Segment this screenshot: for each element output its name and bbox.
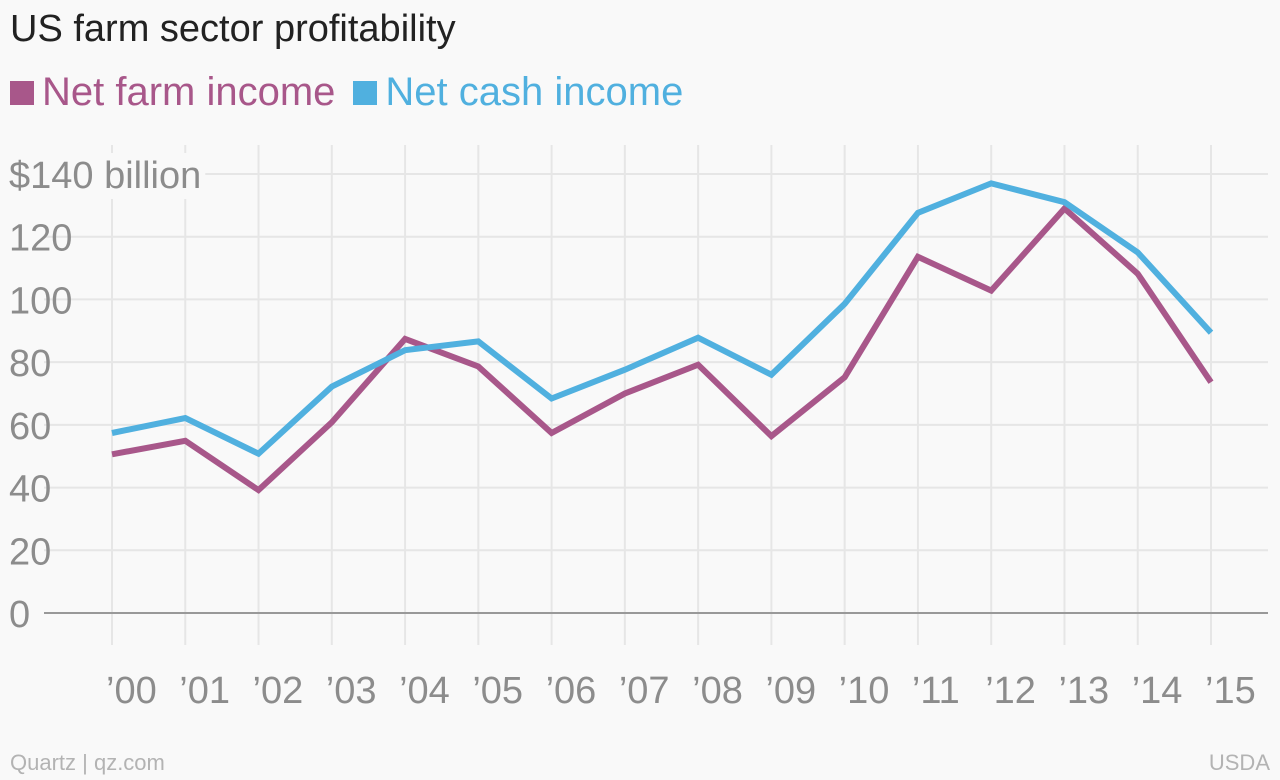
legend-item-net-cash-income: Net cash income	[353, 70, 683, 115]
legend-label-net-cash-income: Net cash income	[385, 70, 684, 114]
y-tick-label-background	[5, 153, 206, 199]
footer-source-left: Quartz | qz.com	[10, 750, 165, 775]
legend: Net farm income Net cash income	[10, 70, 701, 115]
y-tick-label-120: 120	[9, 218, 72, 260]
y-tick-label-40: 40	[9, 469, 51, 511]
footer-source-right: USDA	[1208, 750, 1270, 775]
x-tick-label-07: ’07	[619, 670, 670, 712]
x-tick-label-03: ’03	[326, 670, 377, 712]
x-tick-label-14: ’14	[1132, 670, 1183, 712]
x-tick-label-12: ’12	[985, 670, 1036, 712]
y-tick-label-0: 0	[9, 594, 30, 636]
y-tick-label-140: $140 billion	[9, 155, 201, 197]
x-tick-label-09: ’09	[765, 670, 816, 712]
x-tick-label-01: ’01	[179, 670, 230, 712]
legend-label-net-farm-income: Net farm income	[42, 70, 336, 114]
x-tick-label-05: ’05	[472, 670, 523, 712]
y-tick-label-100: 100	[9, 280, 72, 322]
x-tick-label-06: ’06	[546, 670, 597, 712]
y-tick-label-80: 80	[9, 343, 51, 385]
x-tick-label-11: ’11	[912, 670, 960, 712]
series-line-net-farm-income	[111, 204, 1214, 494]
legend-swatch-net-farm-income	[10, 80, 34, 105]
legend-swatch-net-cash-income	[353, 80, 378, 105]
y-tick-label-20: 20	[9, 531, 51, 573]
chart-title: US farm sector profitability	[10, 8, 456, 50]
legend-item-net-farm-income: Net farm income	[10, 70, 335, 115]
series-line-net-cash-income	[111, 180, 1214, 458]
x-tick-label-04: ’04	[399, 670, 450, 712]
x-tick-label-13: ’13	[1058, 670, 1109, 712]
x-tick-label-02: ’02	[253, 670, 304, 712]
x-tick-label-15: ’15	[1205, 670, 1256, 712]
x-tick-label-10: ’10	[839, 670, 890, 712]
y-tick-label-60: 60	[9, 406, 51, 448]
x-tick-label-08: ’08	[692, 670, 743, 712]
x-tick-label-00: ’00	[106, 670, 157, 712]
